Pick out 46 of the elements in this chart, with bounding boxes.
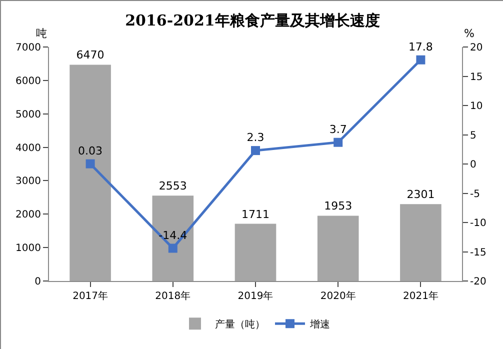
bar [152,196,194,281]
y2-tick-label: 10 [470,101,483,112]
y-tick-label: 2000 [16,210,41,221]
point [168,244,178,253]
point [416,55,426,64]
y2-tick-label: 20 [470,42,483,54]
y2-tick-label: -15 [470,247,486,258]
point [251,146,260,156]
y2-tick-label: 15 [470,72,483,83]
legend-label: 产量（吨） [215,318,265,330]
x-tick-label: 2021年 [402,290,438,302]
y2-tick-label: -5 [470,188,480,200]
y2-tick-label: 0 [470,160,476,170]
y-tick-label: 1000 [16,243,41,254]
bar [234,224,276,281]
y-tick-label: 6000 [16,76,41,87]
y-axis-title: 吨 [36,27,47,40]
x-tick-label: 2017年 [72,290,108,302]
data-label: 6470 [76,48,104,62]
data-label: 0.03 [78,144,103,158]
legend-label: 增速 [309,318,330,330]
point [334,138,343,147]
data-label: 17.8 [408,40,433,54]
y2-axis-title: % [464,27,474,40]
y-tick-label: 5000 [16,109,41,120]
x-tick-label: 2019年 [238,290,274,302]
bar [317,216,359,281]
y2-tick-label: -10 [470,218,486,229]
data-label: 3.7 [329,122,347,136]
y-tick-label: 0 [34,276,41,288]
x-tick-label: 2018年 [155,290,191,302]
point [86,159,95,168]
y-tick-label: 4000 [16,142,41,154]
y2-tick-label: -20 [470,276,486,288]
data-label: 2553 [158,180,187,193]
data-label: 1711 [242,208,270,221]
data-label: 2.3 [246,131,264,144]
y2-tick-label: 5 [470,130,476,142]
y-tick-label: 3000 [16,176,41,188]
data-label: 2301 [406,188,435,202]
chart-title: 2016-2021年粮食产量及其增长速度 [125,11,380,30]
bar [400,204,442,281]
data-label: 1953 [324,200,352,213]
x-tick-label: 2020年 [320,290,356,302]
y-tick-label: 7000 [16,42,41,54]
bar [70,64,111,281]
